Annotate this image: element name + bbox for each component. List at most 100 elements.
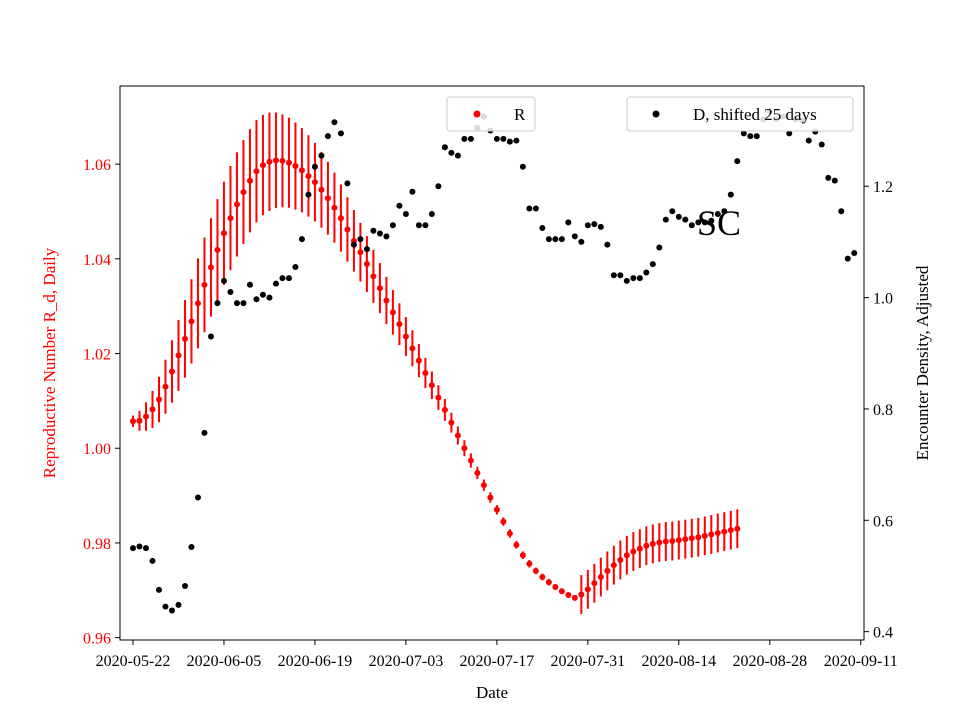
r-point xyxy=(162,383,169,390)
r-point xyxy=(318,186,325,193)
d-point xyxy=(532,205,539,212)
d-point xyxy=(188,544,195,551)
d-point xyxy=(285,275,292,282)
r-point xyxy=(584,586,591,593)
r-point xyxy=(168,368,175,375)
r-point xyxy=(571,594,578,601)
d-point xyxy=(435,183,442,190)
x-tick-label: 2020-06-05 xyxy=(187,653,262,670)
r-point xyxy=(337,215,344,222)
d-point xyxy=(617,272,624,279)
r-point xyxy=(636,545,643,552)
d-point xyxy=(142,545,149,552)
r-point xyxy=(357,249,364,256)
x-tick-label: 2020-08-28 xyxy=(732,653,807,670)
right-y-tick-label: 1.0 xyxy=(873,291,893,308)
d-point xyxy=(227,289,234,296)
d-point xyxy=(636,275,643,282)
r-point xyxy=(181,335,188,342)
r-point xyxy=(402,333,409,340)
d-point xyxy=(675,213,682,220)
r-point xyxy=(487,494,494,501)
d-point xyxy=(571,233,578,240)
left-y-tick-label: 1.04 xyxy=(83,252,111,269)
r-point xyxy=(253,168,260,175)
d-point xyxy=(370,227,377,234)
d-point xyxy=(415,222,422,229)
left-y-axis: 0.96 0.98 1.00 1.02 1.04 1.06 xyxy=(83,157,120,648)
d-point xyxy=(526,205,533,212)
d-point xyxy=(838,208,845,215)
plot-frame xyxy=(119,85,865,641)
d-point xyxy=(266,294,273,301)
r-point xyxy=(675,537,682,544)
r-point xyxy=(175,352,182,359)
d-point xyxy=(422,222,429,229)
d-point xyxy=(259,291,266,298)
r-point xyxy=(493,506,500,513)
d-point xyxy=(493,135,500,142)
r-point xyxy=(298,167,305,174)
d-point xyxy=(357,236,364,243)
r-point xyxy=(714,529,721,536)
r-point xyxy=(285,159,292,166)
r-point xyxy=(201,281,208,288)
r-point xyxy=(617,556,624,563)
r-point xyxy=(643,542,650,549)
r-point xyxy=(272,157,279,164)
d-point xyxy=(519,163,526,170)
r-point xyxy=(669,538,676,545)
left-y-tick-label: 1.00 xyxy=(83,441,111,458)
legend-d-box xyxy=(626,96,854,132)
r-point xyxy=(376,285,383,292)
r-point xyxy=(188,318,195,325)
d-point xyxy=(500,135,507,142)
d-point xyxy=(740,130,747,137)
x-axis: 2020-05-22 2020-06-05 2020-06-19 2020-07-03… xyxy=(96,640,898,670)
d-point xyxy=(441,144,448,151)
legend-r-marker xyxy=(473,110,481,118)
r-point xyxy=(539,574,546,581)
d-point xyxy=(708,217,715,224)
d-point xyxy=(597,223,604,230)
d-point xyxy=(149,557,156,564)
d-point xyxy=(454,152,461,159)
d-point xyxy=(253,296,260,303)
r-point xyxy=(292,163,299,170)
d-point xyxy=(136,543,143,550)
r-point xyxy=(649,540,656,547)
d-point xyxy=(734,158,741,165)
d-point xyxy=(545,236,552,243)
r-point xyxy=(142,413,149,420)
r-point xyxy=(591,580,598,587)
d-point xyxy=(383,233,390,240)
legend-r-box xyxy=(446,96,536,132)
r-point xyxy=(558,588,565,595)
d-point xyxy=(565,219,572,226)
d-point xyxy=(714,211,721,218)
r-point xyxy=(428,382,435,389)
d-point xyxy=(643,269,650,276)
d-point xyxy=(396,202,403,209)
r-point xyxy=(129,418,136,425)
r-point xyxy=(324,195,331,202)
right-y-axis: 0.4 0.6 0.8 1.0 1.2 xyxy=(864,179,893,642)
d-point xyxy=(604,241,611,248)
r-point xyxy=(311,179,318,186)
legend-d: D, shifted 25 days xyxy=(626,96,854,132)
d-point xyxy=(591,221,598,228)
legend-d-marker xyxy=(652,110,660,118)
d-point xyxy=(409,188,416,195)
r-point xyxy=(552,583,559,590)
r-point xyxy=(688,535,695,542)
r-point xyxy=(656,539,663,546)
r-point xyxy=(396,321,403,328)
d-point xyxy=(844,255,851,262)
r-point xyxy=(474,469,481,476)
r-point xyxy=(604,567,611,574)
r-point xyxy=(246,177,253,184)
right-y-tick-label: 1.2 xyxy=(873,179,893,196)
d-point xyxy=(246,281,253,288)
d-point xyxy=(331,119,338,126)
